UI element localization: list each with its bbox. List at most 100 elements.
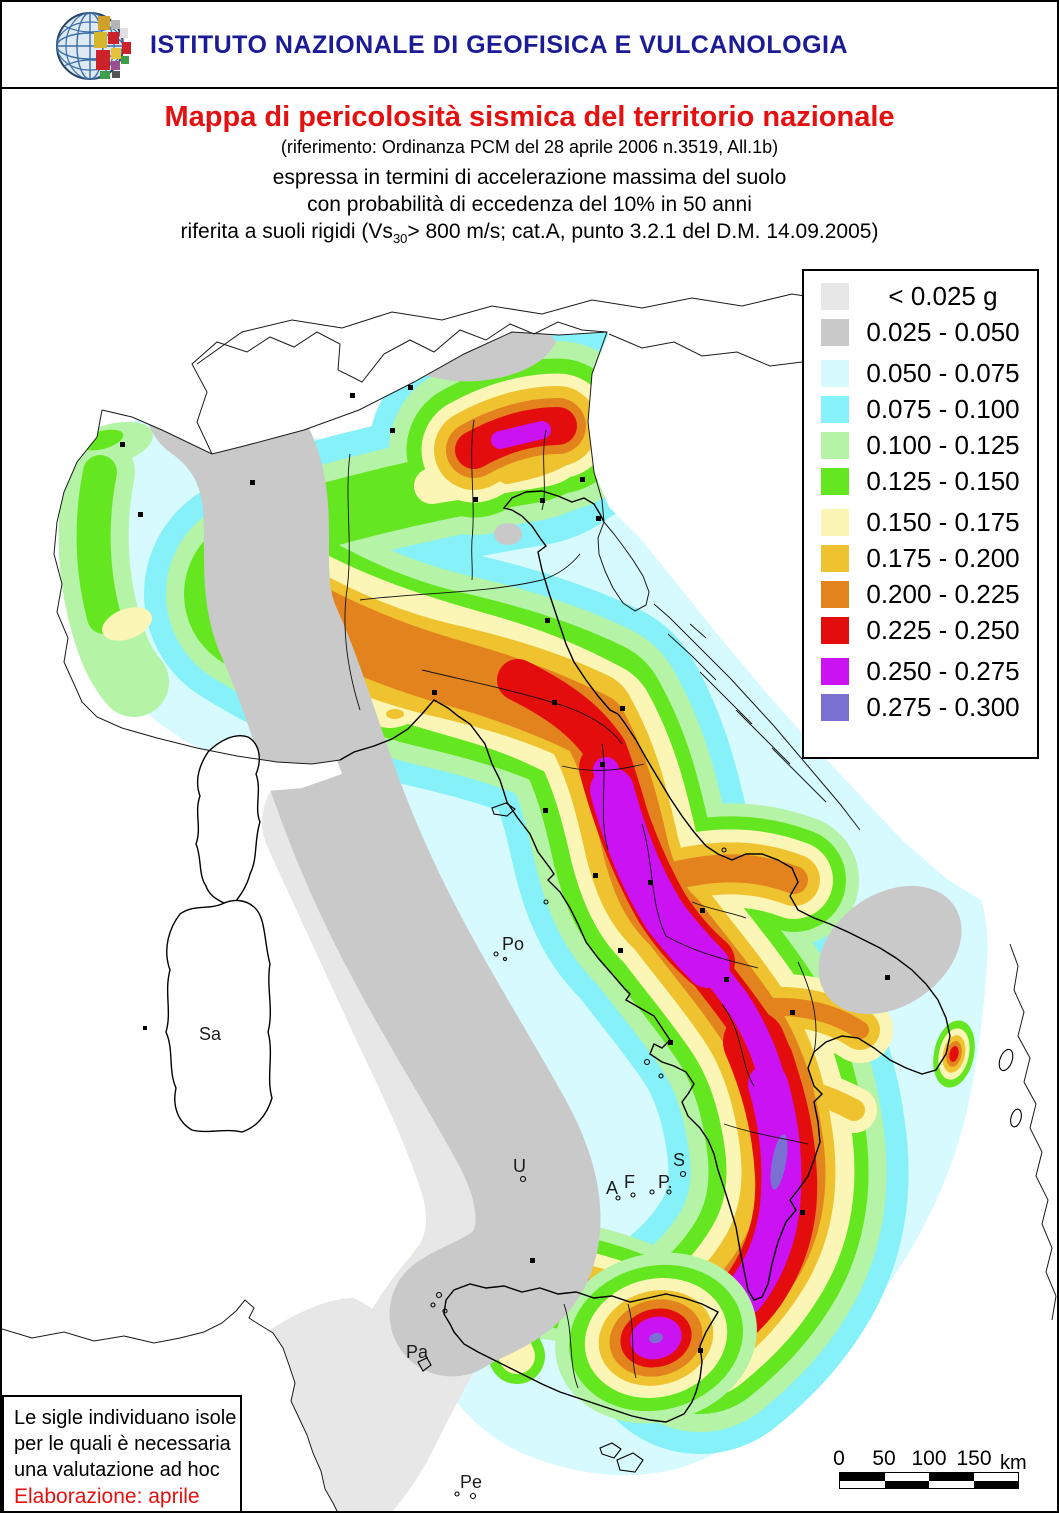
scale-bar: 0 50 100 150 km — [828, 1447, 1034, 1495]
label-pelagie: Pe — [460, 1472, 482, 1492]
grado-gray-patch — [494, 523, 522, 545]
city-markers — [120, 385, 890, 1353]
subtitle-line-3: riferita a suoli rigidi (Vs30> 800 m/s; … — [180, 220, 879, 247]
legend-swatch — [821, 658, 849, 685]
legend-swatch — [821, 432, 849, 459]
legend-row: 0.125 - 0.150 — [821, 466, 1037, 496]
label-pantelleria: Pa — [406, 1342, 429, 1362]
legend-swatch — [821, 509, 849, 536]
title-block: Mappa di pericolosità sismica del territ… — [2, 101, 1057, 257]
cuneo-paleyellow — [102, 607, 152, 641]
ingv-globe-logo — [56, 12, 131, 80]
italy-coastline — [339, 490, 951, 1301]
legend-swatch — [821, 694, 849, 721]
legend-label: < 0.025 g — [888, 281, 998, 311]
legend-row: 0.100 - 0.125 — [821, 430, 1037, 460]
corfu-outline — [998, 1048, 1014, 1072]
legend-row: 0.200 - 0.225 — [821, 579, 1037, 609]
legend-swatch — [821, 360, 849, 387]
legend-row: 0.025 - 0.050 — [821, 317, 1037, 347]
scale-bar-graphic — [839, 1472, 1019, 1489]
label-alicudi: A — [606, 1178, 618, 1198]
map-title: Mappa di pericolosità sismica del territ… — [164, 101, 895, 133]
italy-seismic-hazard-map: Po Sa U A F P. S Pa Pe — [2, 251, 1057, 1511]
header: ISTITUTO NAZIONALE DI GEOFISICA E VULCAN… — [2, 2, 1057, 89]
legend-row: 0.275 - 0.300 — [821, 692, 1037, 722]
band-prealps-gold — [498, 445, 577, 484]
legend-label: 0.025 - 0.050 — [866, 317, 1020, 347]
legend-label: 0.075 - 0.100 — [866, 394, 1020, 424]
band-friuli-magenta — [491, 421, 551, 449]
legend-label: 0.175 - 0.200 — [866, 543, 1020, 573]
sicily-coastline — [443, 1283, 719, 1423]
greek-island-outline — [1010, 1108, 1022, 1128]
legend-swatch — [821, 617, 849, 644]
legend-label: 0.275 - 0.300 — [866, 692, 1020, 722]
puglia-gray-patch — [818, 885, 962, 1015]
white-cover-north — [2, 251, 1057, 457]
france-italy-border — [53, 409, 341, 765]
institute-title: ISTITUTO NAZIONALE DI GEOFISICA E VULCAN… — [150, 31, 849, 59]
legend-row: 0.225 - 0.250 — [821, 615, 1037, 645]
label-panarea: P. — [658, 1172, 673, 1192]
legend-row: 0.175 - 0.200 — [821, 543, 1037, 573]
white-cover-albania — [1004, 942, 1057, 1327]
tunisia-coast — [2, 1299, 338, 1511]
sardinia-outline — [165, 899, 273, 1133]
legend-swatch — [821, 545, 849, 572]
label-ponza: Po — [502, 934, 524, 954]
switzerland-outline — [191, 321, 608, 455]
band-piedmont-green — [76, 455, 121, 634]
corsica-outline — [195, 735, 261, 908]
legend-swatch — [821, 283, 849, 310]
scale-tick: 100 — [911, 1447, 947, 1470]
legend-label: 0.250 - 0.275 — [866, 656, 1020, 686]
legend-label: 0.050 - 0.075 — [866, 358, 1020, 388]
istria-outline — [597, 521, 650, 612]
dalmatia-islands — [667, 623, 827, 803]
elaborazione-box: Elaborazione: aprile 2004 — [2, 1480, 242, 1511]
legend-row: 0.075 - 0.100 — [821, 394, 1037, 424]
legend-row: 0.050 - 0.075 — [821, 358, 1037, 388]
scale-tick: 0 — [833, 1447, 845, 1470]
tyrrhenian-gray-band — [144, 339, 601, 1377]
alps-border — [101, 331, 608, 523]
subtitle-line-2: con probabilità di eccedenza del 10% in … — [307, 193, 752, 216]
albania-coast — [1009, 943, 1057, 1321]
label-sardegna: Sa — [199, 1024, 222, 1044]
legend-swatch — [821, 396, 849, 423]
label-ustica: U — [513, 1156, 526, 1176]
scale-tick: 50 — [872, 1447, 896, 1470]
legend-row: 0.150 - 0.175 — [821, 507, 1037, 537]
legend-label: 0.200 - 0.225 — [866, 579, 1020, 609]
legend-label: 0.125 - 0.150 — [866, 466, 1020, 496]
label-stromboli: S — [673, 1150, 685, 1170]
island-labels: Po Sa U A F P. S Pa Pe — [199, 934, 685, 1492]
legend-swatch — [821, 468, 849, 495]
se-sicily-bullseye — [555, 1252, 757, 1424]
subtitle-line-1: espressa in termini di accelerazione mas… — [272, 166, 787, 189]
legend-swatch — [821, 319, 849, 346]
legend-label: 0.225 - 0.250 — [866, 615, 1020, 645]
dalmatia-coast — [653, 603, 861, 831]
note-line: per le quali è necessaria — [14, 1433, 231, 1455]
legend-row: < 0.025 g — [821, 281, 1037, 311]
note-line: una valutazione ad hoc — [14, 1459, 220, 1481]
map-area: Po Sa U A F P. S Pa Pe < 0.025 g 0.025 -… — [2, 249, 1057, 1511]
legend-row: 0.250 - 0.275 — [821, 656, 1037, 686]
scale-tick: 150 — [956, 1447, 992, 1470]
reference-line: (riferimento: Ordinanza PCM del 28 april… — [280, 137, 779, 157]
northern-borders — [196, 293, 883, 365]
white-cover-france — [2, 410, 342, 815]
legend-label: 0.150 - 0.175 — [866, 507, 1020, 537]
westliguria-gold — [386, 709, 404, 719]
legend: < 0.025 g 0.025 - 0.050 0.050 - 0.075 0.… — [802, 269, 1039, 759]
label-filicudi: F — [624, 1172, 635, 1192]
legend-swatch — [821, 581, 849, 608]
legend-label: 0.100 - 0.125 — [866, 430, 1020, 460]
scale-unit: km — [1000, 1452, 1027, 1474]
calabria-blueviolet-core — [770, 1134, 788, 1190]
small-islands — [417, 802, 727, 1500]
note-line: Le sigle individuano isole — [14, 1407, 237, 1429]
